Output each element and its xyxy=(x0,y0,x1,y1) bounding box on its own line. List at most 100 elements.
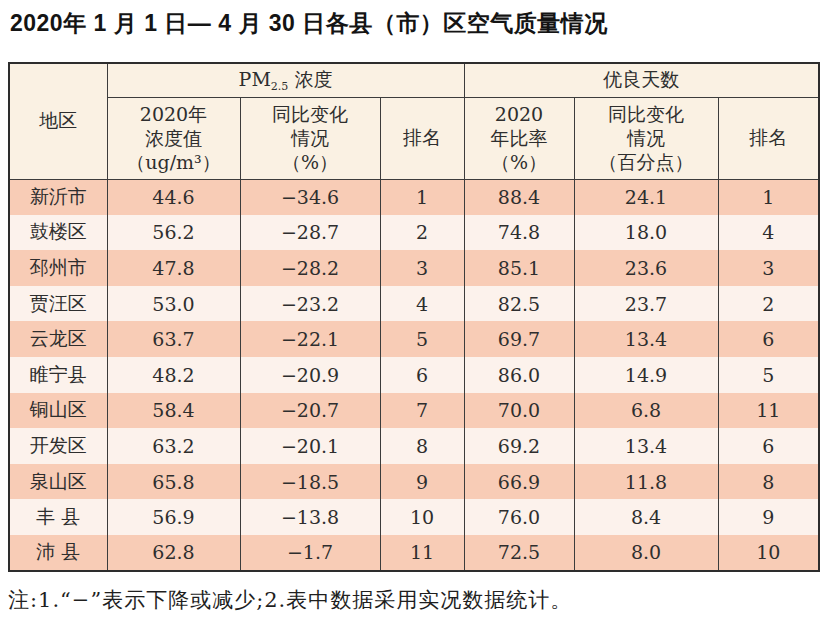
cell-ratio: 85.1 xyxy=(464,250,574,286)
cell-pm-value: 56.9 xyxy=(107,499,240,535)
cell-pm-value: 47.8 xyxy=(107,250,240,286)
header-group-pm25: PM2.5 浓度 xyxy=(107,63,464,97)
table-row: 新沂市44.6−34.6188.424.11 xyxy=(9,179,819,215)
page-title: 2020年 1 月 1 日— 4 月 30 日各县（市）区空气质量情况 xyxy=(10,8,608,39)
table-row: 鼓楼区56.2−28.7274.818.04 xyxy=(9,215,819,251)
header-group-row: 地区 PM2.5 浓度 优良天数 xyxy=(9,63,819,97)
cell-ratio: 69.7 xyxy=(464,321,574,357)
cell-region: 泉山区 xyxy=(9,464,107,500)
cell-pm-value: 63.2 xyxy=(107,428,240,464)
header-pm-change: 同比变化 情况 （%） xyxy=(240,97,380,179)
cell-ratio-change: 23.7 xyxy=(574,286,718,322)
cell-pm-change: −13.8 xyxy=(240,499,380,535)
cell-pm-change: −18.5 xyxy=(240,464,380,500)
header-ratio-change: 同比变化 情况 （百分点） xyxy=(574,97,718,179)
cell-ratio: 88.4 xyxy=(464,179,574,215)
cell-pm-change: −1.7 xyxy=(240,535,380,571)
cell-ratio: 86.0 xyxy=(464,357,574,393)
cell-pm-change: −23.2 xyxy=(240,286,380,322)
cell-pm-rank: 3 xyxy=(380,250,464,286)
cell-pm-rank: 4 xyxy=(380,286,464,322)
cell-pm-rank: 6 xyxy=(380,357,464,393)
cell-ratio-change: 23.6 xyxy=(574,250,718,286)
cell-pm-rank: 10 xyxy=(380,499,464,535)
cell-ratio: 76.0 xyxy=(464,499,574,535)
cell-ratio: 70.0 xyxy=(464,393,574,429)
table-row: 邳州市47.8−28.2385.123.63 xyxy=(9,250,819,286)
table-body: 新沂市44.6−34.6188.424.11鼓楼区56.2−28.7274.81… xyxy=(9,179,819,571)
cell-pm-change: −28.7 xyxy=(240,215,380,251)
cell-ratio-rank: 11 xyxy=(718,393,819,429)
header-region: 地区 xyxy=(9,63,107,179)
cell-pm-value: 44.6 xyxy=(107,179,240,215)
header-ratio-rank: 排名 xyxy=(718,97,819,179)
pm25-label-suffix: 浓度 xyxy=(288,68,332,90)
cell-pm-rank: 1 xyxy=(380,179,464,215)
cell-pm-rank: 8 xyxy=(380,428,464,464)
cell-pm-change: −34.6 xyxy=(240,179,380,215)
cell-pm-change: −28.2 xyxy=(240,250,380,286)
cell-ratio: 69.2 xyxy=(464,428,574,464)
cell-region: 云龙区 xyxy=(9,321,107,357)
cell-pm-value: 62.8 xyxy=(107,535,240,571)
cell-ratio-rank: 3 xyxy=(718,250,819,286)
cell-region: 沛 县 xyxy=(9,535,107,571)
cell-pm-change: −20.1 xyxy=(240,428,380,464)
cell-ratio-rank: 6 xyxy=(718,428,819,464)
cell-region: 新沂市 xyxy=(9,179,107,215)
header-pm-value: 2020年 浓度值 （ug/m³） xyxy=(107,97,240,179)
page: 2020年 1 月 1 日— 4 月 30 日各县（市）区空气质量情况 地区 P… xyxy=(0,0,825,620)
cell-pm-value: 63.7 xyxy=(107,321,240,357)
cell-ratio-change: 8.0 xyxy=(574,535,718,571)
cell-region: 鼓楼区 xyxy=(9,215,107,251)
cell-region: 邳州市 xyxy=(9,250,107,286)
cell-region: 丰 县 xyxy=(9,499,107,535)
cell-ratio-rank: 8 xyxy=(718,464,819,500)
header-group-good-days: 优良天数 xyxy=(464,63,819,97)
cell-pm-rank: 11 xyxy=(380,535,464,571)
cell-ratio-rank: 4 xyxy=(718,215,819,251)
cell-ratio-rank: 2 xyxy=(718,286,819,322)
cell-ratio: 74.8 xyxy=(464,215,574,251)
cell-pm-change: −20.7 xyxy=(240,393,380,429)
cell-ratio-change: 11.8 xyxy=(574,464,718,500)
cell-ratio-rank: 10 xyxy=(718,535,819,571)
table-row: 泉山区65.8−18.5966.911.88 xyxy=(9,464,819,500)
cell-ratio-change: 24.1 xyxy=(574,179,718,215)
cell-region: 贾汪区 xyxy=(9,286,107,322)
cell-ratio: 82.5 xyxy=(464,286,574,322)
table-row: 云龙区63.7−22.1569.713.46 xyxy=(9,321,819,357)
table-row: 丰 县56.9−13.81076.08.49 xyxy=(9,499,819,535)
table-row: 沛 县62.8−1.71172.58.010 xyxy=(9,535,819,571)
cell-ratio-change: 6.8 xyxy=(574,393,718,429)
cell-ratio: 66.9 xyxy=(464,464,574,500)
footnote: 注:1.“−”表示下降或减少;2.表中数据采用实况数据统计。 xyxy=(8,586,572,614)
cell-pm-value: 65.8 xyxy=(107,464,240,500)
table-row: 睢宁县48.2−20.9686.014.95 xyxy=(9,357,819,393)
cell-region: 铜山区 xyxy=(9,393,107,429)
cell-ratio-rank: 1 xyxy=(718,179,819,215)
cell-ratio-change: 13.4 xyxy=(574,321,718,357)
cell-ratio-rank: 9 xyxy=(718,499,819,535)
cell-pm-change: −22.1 xyxy=(240,321,380,357)
cell-pm-value: 48.2 xyxy=(107,357,240,393)
cell-region: 睢宁县 xyxy=(9,357,107,393)
cell-ratio-change: 14.9 xyxy=(574,357,718,393)
cell-pm-change: −20.9 xyxy=(240,357,380,393)
pm25-label-prefix: PM xyxy=(239,68,271,90)
cell-pm-rank: 9 xyxy=(380,464,464,500)
table-row: 铜山区58.4−20.7770.06.811 xyxy=(9,393,819,429)
header-pm-rank: 排名 xyxy=(380,97,464,179)
cell-ratio-rank: 5 xyxy=(718,357,819,393)
header-ratio: 2020 年比率 （%） xyxy=(464,97,574,179)
cell-ratio: 72.5 xyxy=(464,535,574,571)
table-row: 开发区63.2−20.1869.213.46 xyxy=(9,428,819,464)
cell-pm-rank: 5 xyxy=(380,321,464,357)
cell-ratio-rank: 6 xyxy=(718,321,819,357)
cell-pm-rank: 7 xyxy=(380,393,464,429)
cell-pm-value: 53.0 xyxy=(107,286,240,322)
cell-pm-value: 58.4 xyxy=(107,393,240,429)
cell-region: 开发区 xyxy=(9,428,107,464)
header-sub-row: 2020年 浓度值 （ug/m³） 同比变化 情况 （%） 排名 2020 年比… xyxy=(9,97,819,179)
table-row: 贾汪区53.0−23.2482.523.72 xyxy=(9,286,819,322)
